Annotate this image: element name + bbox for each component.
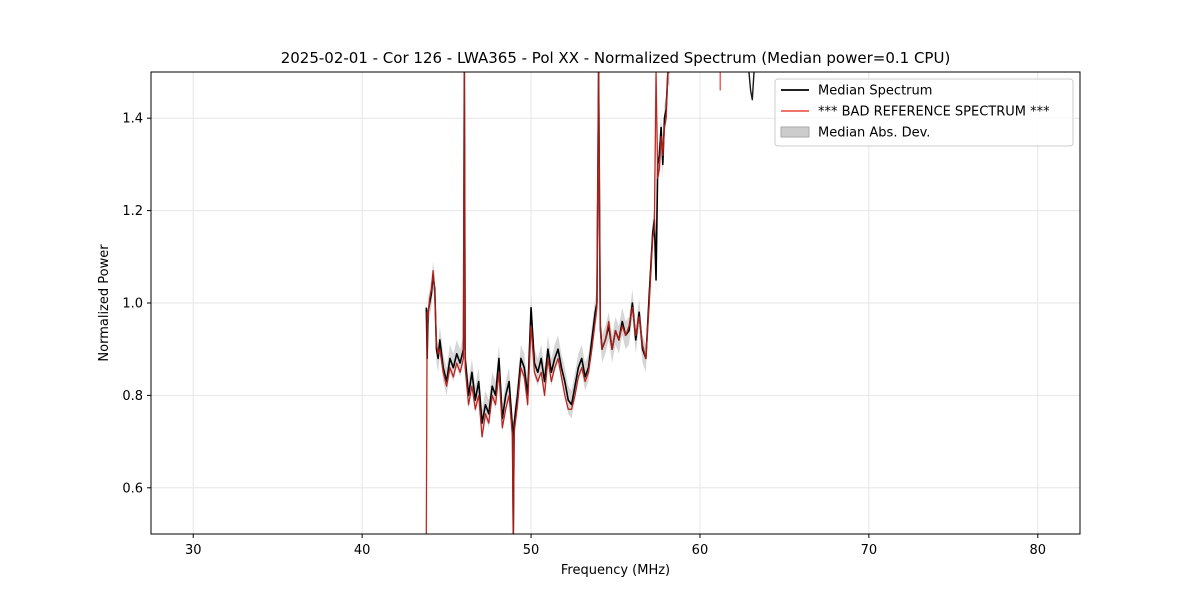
x-tick-label: 40	[354, 543, 371, 558]
grid	[151, 72, 1080, 534]
y-tick-label: 0.6	[122, 481, 143, 496]
x-ticks: 30 40 50 60 70 80	[185, 534, 1046, 558]
y-tick-label: 1.4	[122, 112, 143, 127]
legend-label-bad-reference: *** BAD REFERENCE SPECTRUM ***	[818, 105, 1050, 120]
y-tick-label: 1.0	[122, 297, 143, 312]
legend-label-mad: Median Abs. Dev.	[818, 126, 930, 141]
x-axis-label: Frequency (MHz)	[561, 563, 670, 578]
series-layer	[425, 72, 755, 534]
x-tick-label: 50	[523, 543, 540, 558]
x-tick-label: 60	[692, 543, 709, 558]
extra-segment-1	[748, 72, 755, 101]
chart-title: 2025-02-01 - Cor 126 - LWA365 - Pol XX -…	[281, 49, 951, 67]
x-tick-label: 30	[185, 543, 202, 558]
legend-swatch-mad	[780, 126, 810, 138]
y-ticks: 0.6 0.8 1.0 1.2 1.4	[122, 112, 151, 496]
x-tick-label: 70	[861, 543, 878, 558]
overlap-line	[425, 72, 670, 534]
legend: Median Spectrum *** BAD REFERENCE SPECTR…	[774, 78, 1074, 147]
legend-box	[774, 78, 1074, 147]
y-tick-label: 1.2	[122, 204, 143, 219]
x-tick-label: 80	[1029, 543, 1046, 558]
y-tick-label: 0.8	[122, 389, 143, 404]
y-axis-label: Normalized Power	[97, 244, 112, 362]
legend-label-median: Median Spectrum	[818, 84, 932, 99]
